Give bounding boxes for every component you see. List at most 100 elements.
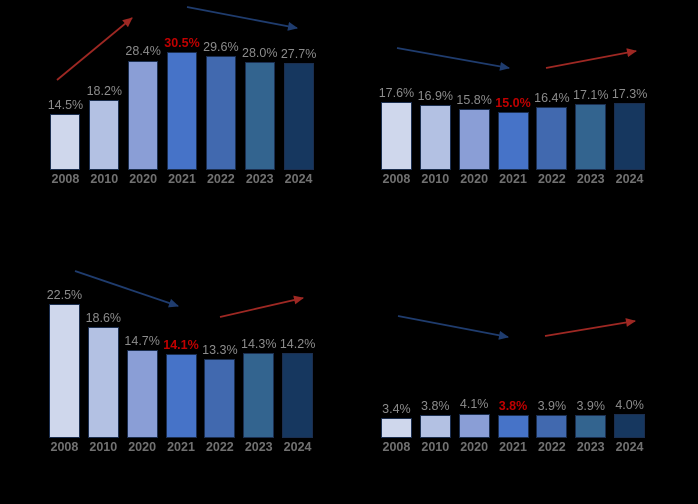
year-label: 2008 — [51, 172, 80, 186]
bar-column: 15.0% — [494, 17, 533, 170]
value-label-highlighted: 30.5% — [164, 36, 200, 51]
bar — [282, 353, 314, 438]
year-label: 2022 — [537, 440, 566, 454]
value-label: 3.8% — [421, 399, 450, 414]
year-label: 2022 — [537, 172, 566, 186]
bar — [536, 106, 568, 170]
bar — [167, 52, 197, 170]
year-axis: 2008 2010 2020 2021 2022 2023 2024 — [377, 172, 649, 186]
value-label: 17.1% — [573, 87, 609, 102]
value-label: 16.4% — [534, 90, 570, 105]
bar-column: 30.5% — [163, 17, 202, 170]
year-label: 2020 — [460, 172, 489, 186]
bars-row: 14.5% 18.2% 28.4% 30.5% 29.6% 28.0% 27.7% — [46, 17, 318, 170]
year-label: 2010 — [421, 440, 450, 454]
year-label: 2020 — [460, 440, 489, 454]
value-label: 15.8% — [456, 92, 492, 107]
year-label: 2021 — [167, 440, 195, 454]
bar-chart-top-right: 17.6% 16.9% 15.8% 15.0% 16.4% 17.1% 17.3% 2008… — [377, 17, 649, 186]
value-label: 18.2% — [86, 83, 123, 98]
year-label: 2008 — [382, 440, 411, 454]
value-label: 13.3% — [202, 342, 238, 357]
bar-column: 3.8% — [494, 277, 533, 438]
bar-column: 14.7% — [123, 277, 162, 438]
year-label: 2024 — [615, 440, 644, 454]
bar — [205, 55, 236, 170]
bar — [283, 63, 314, 170]
bar-column: 15.8% — [455, 17, 494, 170]
year-label: 2023 — [245, 172, 274, 186]
year-label: 2021 — [168, 172, 196, 186]
bar — [497, 415, 529, 438]
bar — [380, 417, 412, 438]
year-label: 2020 — [129, 172, 158, 186]
bars-row: 3.4% 3.8% 4.1% 3.8% 3.9% 3.9% 4.0% — [377, 277, 649, 438]
bar-column: 17.6% — [377, 17, 416, 170]
year-label: 2020 — [128, 440, 157, 454]
value-label: 29.6% — [203, 39, 239, 54]
bar — [614, 103, 646, 170]
bar — [89, 99, 120, 170]
value-label: 28.0% — [242, 45, 278, 60]
bar — [497, 112, 529, 170]
bar — [243, 352, 275, 438]
value-label: 3.9% — [576, 398, 605, 413]
value-label: 4.0% — [615, 398, 644, 413]
bar-column: 3.8% — [416, 277, 455, 438]
value-label: 14.3% — [241, 336, 277, 351]
value-label: 3.9% — [537, 398, 567, 413]
bar-column: 28.0% — [240, 17, 279, 170]
year-label: 2010 — [89, 440, 118, 454]
value-label: 22.5% — [46, 287, 83, 302]
value-label: 17.6% — [378, 85, 415, 100]
bar — [536, 414, 568, 438]
bar — [458, 413, 490, 438]
bar-column: 22.5% — [45, 277, 84, 438]
bar — [419, 104, 451, 170]
bar — [419, 415, 451, 438]
bar-chart-bottom-left: 22.5% 18.6% 14.7% 14.1% 13.3% 14.3% 14.2% 2008… — [45, 277, 317, 454]
year-label: 2010 — [421, 172, 450, 186]
bar-column: 27.7% — [279, 17, 318, 170]
value-label: 14.2% — [279, 337, 316, 352]
bar-column: 14.3% — [239, 277, 278, 438]
year-label: 2023 — [576, 172, 605, 186]
value-label: 18.6% — [85, 311, 122, 326]
year-label: 2024 — [615, 172, 644, 186]
bar — [165, 354, 197, 438]
bar — [48, 303, 80, 438]
bar-chart-top-left: 14.5% 18.2% 28.4% 30.5% 29.6% 28.0% 27.7% 2008… — [46, 17, 318, 186]
value-label: 16.9% — [417, 88, 454, 103]
bar — [458, 109, 490, 170]
year-label: 2010 — [90, 172, 119, 186]
bar — [87, 327, 119, 438]
year-label: 2024 — [283, 440, 312, 454]
year-axis: 2008 2010 2020 2021 2022 2023 2024 — [45, 440, 317, 454]
value-label: 3.4% — [382, 401, 411, 416]
bar-column: 29.6% — [201, 17, 240, 170]
year-label: 2024 — [284, 172, 313, 186]
bar-column: 14.5% — [46, 17, 85, 170]
value-label-highlighted: 15.0% — [495, 95, 531, 110]
bar — [380, 102, 412, 170]
bar-column: 4.1% — [455, 277, 494, 438]
bar-column: 14.2% — [278, 277, 317, 438]
bar-column: 17.3% — [610, 17, 649, 170]
value-label-highlighted: 14.1% — [163, 337, 199, 352]
bar-column: 3.9% — [571, 277, 610, 438]
bars-row: 17.6% 16.9% 15.8% 15.0% 16.4% 17.1% 17.3% — [377, 17, 649, 170]
value-label: 28.4% — [125, 44, 161, 59]
bar-column: 3.4% — [377, 277, 416, 438]
year-label: 2023 — [576, 440, 605, 454]
value-label: 14.7% — [124, 334, 160, 349]
bar-column: 14.1% — [162, 277, 201, 438]
bar — [126, 350, 158, 438]
bars-row: 22.5% 18.6% 14.7% 14.1% 13.3% 14.3% 14.2% — [45, 277, 317, 438]
bar — [575, 414, 607, 438]
value-label: 17.3% — [611, 87, 648, 102]
bar-column: 17.1% — [571, 17, 610, 170]
year-label: 2008 — [382, 172, 411, 186]
year-label: 2021 — [499, 172, 527, 186]
bar — [244, 62, 275, 170]
